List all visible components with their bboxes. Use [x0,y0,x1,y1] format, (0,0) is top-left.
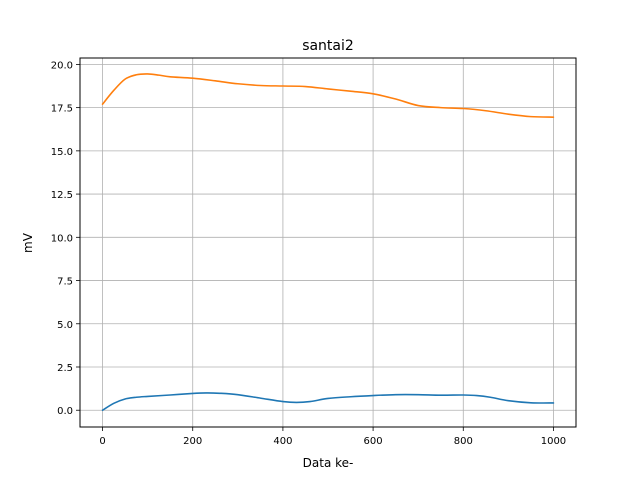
x-tick-label: 0 [99,436,105,447]
x-tick-label: 800 [454,436,473,447]
y-tick-label: 17.5 [51,104,73,115]
y-tick-label: 20.0 [51,60,73,71]
y-axis-ticks: 0.0 2.5 5.0 7.5 10.0 12.5 15.0 17.5 20.0 [51,60,80,417]
grid [80,58,576,427]
y-tick-label: 12.5 [51,190,73,201]
x-tick-label: 1000 [541,436,566,447]
chart-title: santai2 [302,38,354,54]
x-tick-label: 400 [273,436,292,447]
y-tick-label: 10.0 [51,233,73,244]
series-line-1 [101,392,555,412]
y-tick-label: 15.0 [51,147,73,158]
x-axis-ticks: 0 200 400 600 800 1000 [99,427,566,447]
x-axis-label: Data ke- [303,456,354,470]
x-tick-label: 600 [364,436,383,447]
series-lines [101,73,555,412]
plot-frame [79,57,577,428]
y-tick-label: 7.5 [57,277,73,288]
y-tick-label: 5.0 [57,320,73,331]
y-tick-label: 2.5 [57,363,73,374]
series-line-2 [101,73,555,118]
y-tick-label: 0.0 [57,406,73,417]
y-axis-label: mV [21,232,35,253]
x-tick-label: 200 [183,436,202,447]
